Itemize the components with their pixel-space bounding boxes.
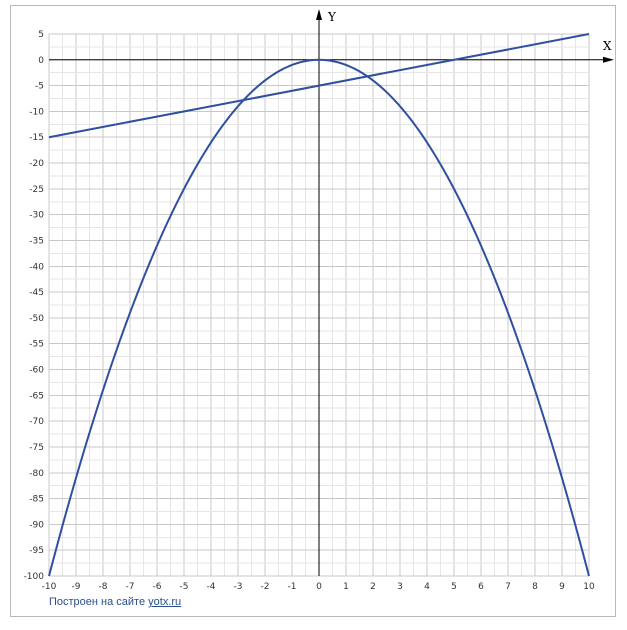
y-tick-label: 5 xyxy=(38,30,44,40)
x-tick-labels: -10 -9 -8 -7 -6 -5 -4 -3 -2 -1 0 1 2 3 4 5 6 7 8 9 10 xyxy=(42,582,595,592)
credit-text: Построен на сайте xyxy=(49,596,146,608)
grid xyxy=(48,33,590,577)
x-tick-label: 10 xyxy=(583,582,595,592)
x-tick-label: 7 xyxy=(505,582,511,592)
y-tick-label: -25 xyxy=(29,185,44,195)
y-tick-label: -75 xyxy=(29,443,44,453)
y-tick-label: -95 xyxy=(29,546,44,556)
y-tick-label: -10 xyxy=(29,107,44,117)
x-tick-label: -6 xyxy=(153,582,162,592)
x-tick-label: -9 xyxy=(72,582,81,592)
x-axis-arrow xyxy=(603,56,614,63)
chart-frame xyxy=(10,5,616,617)
x-tick-label: -2 xyxy=(261,582,270,592)
x-axis-label: X xyxy=(603,39,612,53)
x-tick-label: -4 xyxy=(207,582,216,592)
x-tick-label: 1 xyxy=(343,582,349,592)
y-tick-label: -45 xyxy=(29,288,44,298)
x-tick-label: -8 xyxy=(99,582,108,592)
y-tick-label: -40 xyxy=(29,262,44,272)
y-tick-label: -60 xyxy=(29,366,44,376)
x-tick-label: -1 xyxy=(288,582,297,592)
x-tick-label: 3 xyxy=(397,582,403,592)
y-tick-label: -90 xyxy=(29,520,44,530)
x-tick-label: -3 xyxy=(234,582,243,592)
y-axis-arrow xyxy=(316,9,322,20)
y-tick-label: -70 xyxy=(29,417,44,427)
y-tick-label: -55 xyxy=(29,340,44,350)
x-tick-label: 0 xyxy=(316,582,322,592)
x-tick-label: -7 xyxy=(126,582,135,592)
x-tick-label: -5 xyxy=(180,582,189,592)
x-tick-label: 5 xyxy=(451,582,457,592)
y-tick-label: -35 xyxy=(29,236,44,246)
x-tick-label: 6 xyxy=(478,582,484,592)
parabola-curve xyxy=(48,58,590,577)
x-tick-label: 8 xyxy=(532,582,538,592)
y-tick-label: -30 xyxy=(29,211,44,221)
x-tick-label: 9 xyxy=(559,582,565,592)
x-tick-label: 2 xyxy=(370,582,376,592)
y-tick-label: -85 xyxy=(29,495,44,505)
y-tick-label: -20 xyxy=(29,159,44,169)
credit-line: Построен на сайте yotx.ru xyxy=(49,596,181,608)
credit-link[interactable]: yotx.ru xyxy=(148,596,182,608)
y-tick-label: -5 xyxy=(35,82,44,92)
y-tick-label: -15 xyxy=(29,133,44,143)
y-tick-label: -50 xyxy=(29,314,44,324)
y-tick-label: -100 xyxy=(24,572,45,582)
y-tick-label: -80 xyxy=(29,469,44,479)
y-tick-label: 0 xyxy=(38,56,44,66)
y-tick-labels: 5 0 -5 -10 -15 -20 -25 -30 -35 -40 -45 -50 -55 -60 -65… xyxy=(24,30,45,582)
straight-line xyxy=(48,33,590,139)
y-axis-label: Y xyxy=(327,10,337,24)
y-tick-label: -65 xyxy=(29,391,44,401)
x-tick-label: -10 xyxy=(42,582,57,592)
x-tick-label: 4 xyxy=(424,582,430,592)
series-lines xyxy=(48,33,590,577)
